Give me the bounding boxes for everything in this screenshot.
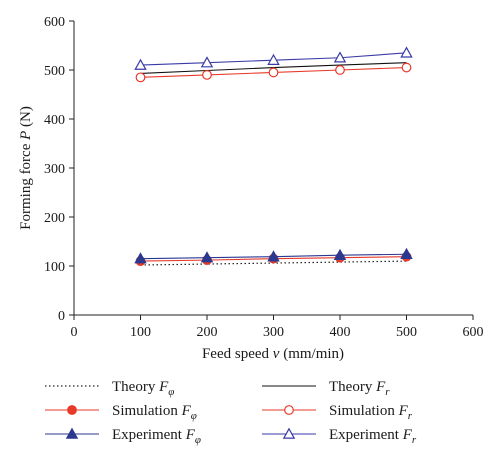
- x-tick-label: 400: [330, 325, 351, 340]
- legend-label-var: F: [375, 379, 386, 395]
- legend-item: Theory Fr: [262, 379, 390, 398]
- legend-label-var: F: [185, 427, 196, 443]
- x-axis-label-var: v: [273, 346, 280, 362]
- legend-label-main: Simulation: [112, 403, 182, 419]
- y-tick-label: 100: [44, 260, 65, 275]
- legend-label-sub: φ: [191, 410, 197, 422]
- series-layer: [134, 46, 413, 267]
- y-tick-label: 600: [44, 15, 65, 30]
- legend-swatch-marker: [284, 405, 294, 415]
- data-point: [135, 72, 146, 83]
- x-tick-label: 0: [71, 325, 78, 340]
- legend-label: Experiment Fr: [329, 427, 417, 446]
- data-point: [333, 248, 347, 260]
- x-tick-label: 600: [463, 325, 484, 340]
- legend-label-main: Experiment: [112, 427, 186, 443]
- legend-label-main: Simulation: [329, 403, 399, 419]
- y-tick-label: 300: [44, 162, 65, 177]
- legend-label-var: F: [158, 379, 169, 395]
- x-axis-label: Feed speed v (mm/min): [202, 346, 344, 362]
- y-axis-label: Forming force P (N): [18, 106, 34, 230]
- data-point: [335, 65, 345, 75]
- legend-label-var: F: [398, 403, 409, 419]
- ticks: 0 100 200 300 400 500 600 0 100 200 300 400 500 600: [44, 15, 484, 340]
- legend-item: Experiment Fφ: [45, 427, 201, 446]
- series-5: [134, 46, 413, 70]
- x-tick-label: 100: [130, 325, 151, 340]
- legend-swatch-marker: [282, 427, 296, 439]
- legend-swatch-marker: [65, 427, 79, 439]
- legend-label: Theory Fφ: [112, 379, 174, 398]
- data-point: [202, 69, 212, 80]
- data-point: [267, 250, 280, 262]
- legend-label: Simulation Fφ: [112, 403, 197, 422]
- legend-label-main: Experiment: [329, 427, 403, 443]
- data-point: [200, 251, 214, 263]
- legend-label-var: F: [181, 403, 192, 419]
- data-point: [200, 56, 214, 68]
- legend-label-sub: r: [412, 434, 417, 446]
- x-axis-label-text: Feed speed: [202, 346, 273, 362]
- legend-label-sub: φ: [195, 434, 201, 446]
- legend-swatch-marker: [67, 405, 77, 415]
- legend-label-sub: r: [408, 410, 413, 422]
- legend-label-var: F: [402, 427, 413, 443]
- y-axis-label-text: Forming force: [18, 140, 34, 230]
- data-point: [400, 247, 413, 259]
- data-point: [401, 62, 412, 73]
- series-4: [134, 247, 413, 264]
- x-axis-label-unit: (mm/min): [279, 346, 344, 362]
- data-point: [333, 51, 347, 63]
- legend-item: Experiment Fr: [262, 427, 417, 446]
- y-tick-label: 400: [44, 113, 65, 128]
- legend-label: Simulation Fr: [329, 403, 413, 422]
- series-3: [135, 62, 412, 83]
- legend-label-sub: r: [385, 386, 390, 398]
- y-axis-label-unit: (N): [18, 106, 34, 131]
- legend-label-main: Theory: [112, 379, 159, 395]
- y-tick-label: 500: [44, 64, 65, 79]
- legend-item: Theory Fφ: [45, 379, 174, 398]
- legend-item: Simulation Fr: [262, 403, 413, 422]
- y-tick-label: 0: [58, 309, 65, 324]
- data-point: [400, 46, 413, 58]
- axes: [73, 21, 473, 316]
- data-point: [267, 53, 280, 65]
- legend-label: Theory Fr: [329, 379, 390, 398]
- x-tick-label: 300: [263, 325, 284, 340]
- y-tick-label: 200: [44, 211, 65, 226]
- data-point: [134, 252, 147, 264]
- x-tick-label: 500: [396, 325, 417, 340]
- legend-item: Simulation Fφ: [45, 403, 197, 422]
- legend-label: Experiment Fφ: [112, 427, 201, 446]
- x-tick-label: 200: [197, 325, 218, 340]
- y-axis-label-var: P: [18, 131, 34, 141]
- data-point: [134, 58, 147, 70]
- legend-label-main: Theory: [329, 379, 376, 395]
- legend-label-sub: φ: [168, 386, 174, 398]
- data-point: [268, 67, 279, 78]
